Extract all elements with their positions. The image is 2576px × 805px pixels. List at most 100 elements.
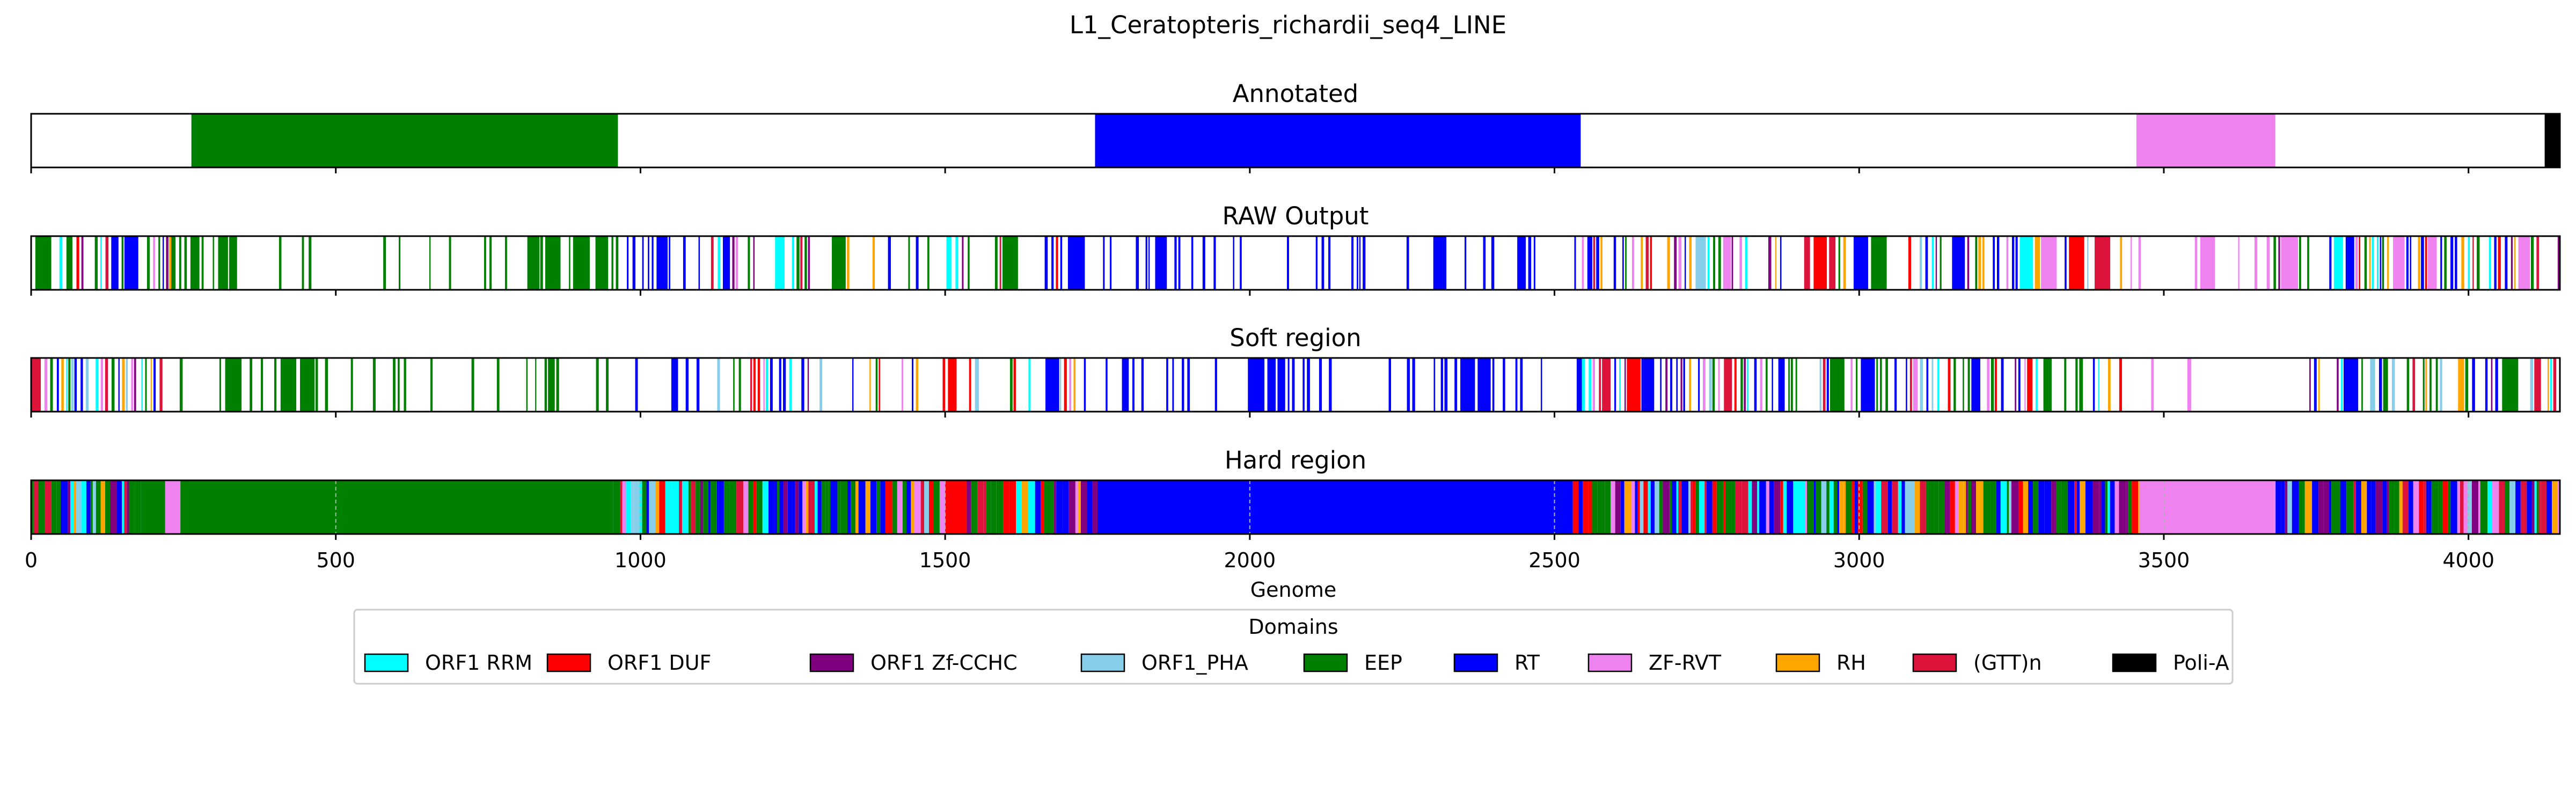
domain-stripe-rt [1503,358,1505,412]
domain-stripe-orf1-pha [1907,480,1915,534]
domain-stripe-orf1-zf-cchc [2511,236,2513,290]
domain-stripe-eep [1846,480,1852,534]
domain-stripe-rh [2035,236,2040,290]
domain-stripe-orf1-pha [1695,236,1706,290]
domain-stripe-eep [225,358,242,412]
domain-stripe-eep [90,480,93,534]
domain-stripe-orf1-zf-cchc [795,480,799,534]
domain-stripe-gtt-n [31,358,41,412]
domain-stripe-zf-rvt [2478,480,2480,534]
domain-stripe-zf-rvt [2238,236,2240,290]
domain-stripe-rt [1172,358,1174,412]
domain-stripe-rt [801,358,804,412]
domain-stripe-eep [821,480,826,534]
domain-stripe-eep [350,358,353,412]
domain-stripe-eep [274,358,277,412]
domain-stripe-rh [1073,358,1076,412]
domain-stripe-orf1-rrm [2333,236,2343,290]
panel-soft-region: Soft region [30,324,2561,418]
domain-stripe-rt [2410,236,2411,290]
domain-stripe-rt [1622,236,1624,290]
domain-stripe-rt [1444,358,1448,412]
domain-stripe-rh [806,480,809,534]
domain-stripe-orf1-pha [1920,358,1923,412]
domain-stripe-orf1-pha [819,358,823,412]
domain-stripe-eep [129,480,135,534]
domain-stripe-rt [1321,236,1324,290]
x-tick-label: 1000 [614,548,667,572]
domain-stripe-rt [1787,480,1794,534]
domain-stripe-eep [613,480,620,534]
domain-stripe-eep [606,358,609,412]
domain-stripe-orf1-zf-cchc [807,358,809,412]
x-axis-label: Genome [1250,578,1337,602]
domain-stripe-eep [2382,236,2384,290]
domain-stripe-rt [2314,358,2317,412]
domain-stripe-orf1-zf-cchc [1053,480,1057,534]
domain-stripe-rt [1660,358,1662,412]
domain-stripe-rh [2080,480,2085,534]
domain-stripe-eep [50,358,53,412]
domain-stripe-orf1-rrm [665,480,672,534]
domain-stripe-zf-rvt [1631,236,1634,290]
legend-label: ORF1_PHA [1141,651,1248,675]
domain-stripe-rt [716,480,719,534]
domain-stripe-eep [2364,236,2367,290]
legend-label: (GTT)n [1973,651,2042,675]
domain-stripe-rt [2344,358,2359,412]
domain-stripe-rt [1202,236,1205,290]
domain-stripe-gtt-n [2353,480,2357,534]
domain-stripe-gtt-n [1602,358,1611,412]
domain-stripe-orf1-pha [1819,358,1822,412]
domain-stripe-rt [1122,358,1129,412]
domain-stripe-eep [184,236,187,290]
domain-stripe-orf1-zf-cchc [1971,480,1977,534]
domain-stripe-rt [642,236,644,290]
domain-stripe-gtt-n [620,480,623,534]
legend-entry-orf1-zf-cchc: ORF1 Zf-CCHC [809,651,1018,675]
domain-stripe-eep [383,236,386,290]
domain-stripe-eep [1713,236,1716,290]
domain-stripe-zf-rvt [2393,236,2405,290]
domain-stripe-rh [916,358,919,412]
domain-stripe-eep [2299,480,2305,534]
domain-stripe-rt [1307,358,1310,412]
domain-stripe-gtt-n [2553,358,2557,412]
domain-stripe-rh [847,236,850,290]
domain-stripe-rt [116,480,122,534]
domain-stripe-orf1-zf-cchc [1744,358,1746,412]
domain-stripe-rh [1600,236,1602,290]
domain-stripe-eep [2079,358,2083,412]
domain-stripe-eep [66,236,72,290]
domain-stripe-eep [158,236,160,290]
panel-background [31,358,2560,412]
domain-stripe-eep [2465,358,2469,412]
domain-stripe-orf1-rrm [1757,480,1760,534]
domain-stripe-orf1-duf [2018,480,2023,534]
domain-stripe-orf1-zf-cchc [2491,358,2493,412]
domain-stripe-eep [496,358,500,412]
domain-stripe-eep [527,236,540,290]
domain-stripe-eep [831,236,846,290]
domain-stripe-orf1-rrm [946,236,952,290]
domain-stripe-eep [2056,480,2061,534]
domain-stripe-eep [2273,236,2276,290]
domain-stripe-eep [2423,358,2425,412]
domain-stripe-orf1-zf-cchc [1092,480,1097,534]
domain-stripe-orf1-zf-cchc [2051,480,2057,534]
domain-stripe-rt [1780,236,1782,290]
domain-stripe-orf1-zf-cchc [1944,480,1950,534]
domain-stripe-rt [671,358,678,412]
x-tick-label: 1500 [919,548,971,572]
domain-stripe-rt [774,480,778,534]
domain-stripe-rt [906,480,911,534]
domain-stripe-rt [627,236,629,290]
legend-swatch [1453,653,1498,672]
legend: Domains ORF1 RRM ORF1 DUF ORF1 Zf-CCHC ORF1_… [353,609,2234,685]
domain-stripe-orf1-duf [2498,236,2501,290]
domain-stripe-orf1-rrm [2341,358,2343,412]
domain-stripe-gtt-n [2095,236,2111,290]
domain-stripe-rt [683,236,686,290]
domain-stripe-eep [1806,480,1814,534]
domain-stripe-gtt-n [1741,480,1748,534]
